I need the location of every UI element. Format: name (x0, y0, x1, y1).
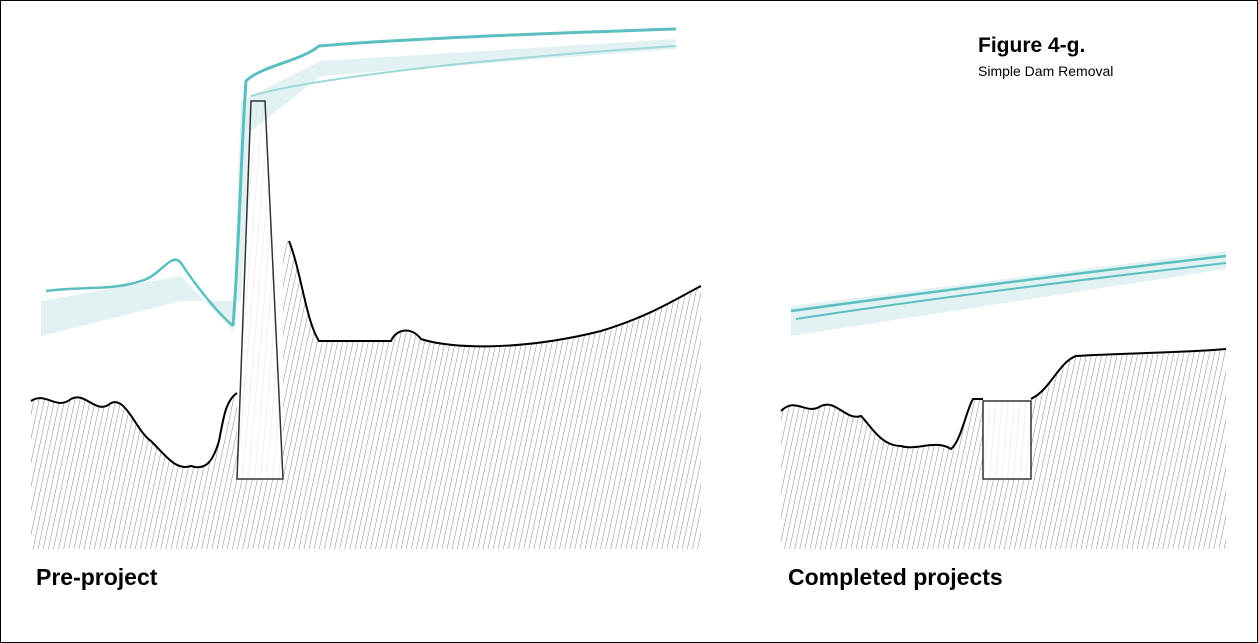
illustration (1, 1, 1257, 642)
figure: Figure 4-g. Simple Dam Removal Pre-proje… (0, 0, 1258, 643)
ground-post (781, 349, 1226, 549)
panel-label: Pre-project (36, 564, 157, 591)
figure-label: Figure 4-g. (978, 34, 1085, 58)
ground-pre (31, 101, 701, 549)
water-post (791, 251, 1226, 336)
water-pre (41, 29, 676, 336)
figure-title: Simple Dam Removal (978, 63, 1113, 79)
panel-label: Completed projects (788, 564, 1003, 591)
